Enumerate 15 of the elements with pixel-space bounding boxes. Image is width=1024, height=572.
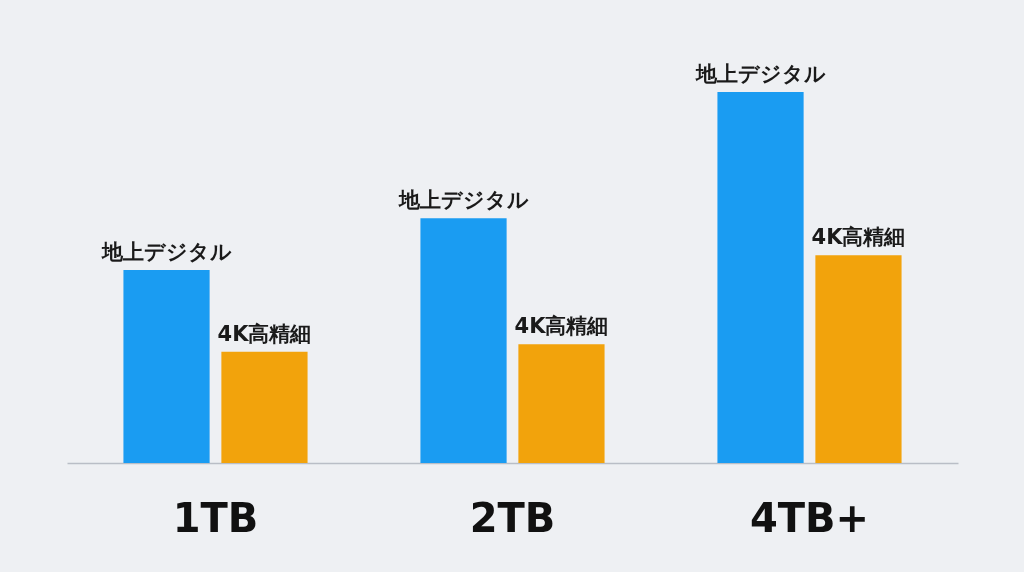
bar (420, 218, 507, 463)
bar (717, 92, 804, 463)
bar (123, 270, 210, 463)
series-label: 4K高精細 (514, 314, 609, 339)
bar (518, 344, 605, 463)
bar (815, 255, 902, 463)
x-tick-label: 4TB+ (749, 494, 870, 541)
x-tick-label: 1TB (172, 494, 259, 541)
text: 地上デジタル (398, 188, 529, 213)
text: 地上デジタル (695, 62, 826, 86)
series-label: 地上デジタル (100, 240, 232, 265)
text: 4K高精細 (217, 321, 312, 346)
x-tick-label: 2TB (469, 494, 556, 541)
bar (221, 351, 308, 463)
text: 4K高精細 (811, 225, 906, 250)
